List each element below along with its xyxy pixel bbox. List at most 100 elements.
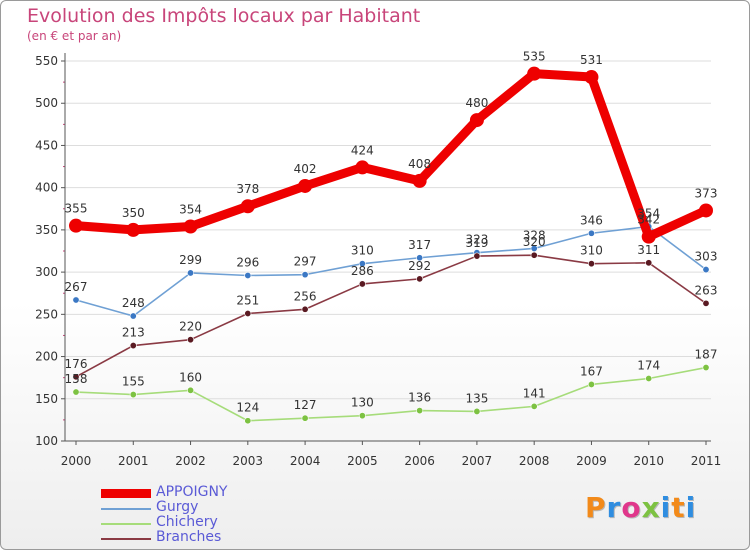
data-label: 135: [465, 391, 488, 405]
data-label: 174: [637, 359, 660, 373]
data-label: 130: [351, 396, 374, 410]
data-label: 402: [294, 162, 317, 176]
chart-subtitle: (en € et par an): [27, 29, 122, 43]
logo-letter: P: [585, 491, 607, 524]
logo-letter: x: [641, 491, 661, 524]
data-point: [358, 280, 366, 288]
proxiti-logo: Proxiti: [585, 491, 696, 524]
legend-swatch: [101, 489, 151, 498]
y-tick-label: 300: [35, 265, 58, 279]
data-label: 251: [236, 293, 259, 307]
data-point: [187, 269, 195, 277]
data-label: 176: [65, 357, 88, 371]
data-point: [298, 178, 313, 193]
data-label: 292: [408, 259, 431, 273]
data-point: [240, 199, 255, 214]
data-point: [702, 299, 710, 307]
data-label: 317: [408, 238, 431, 252]
x-tick-label: 2005: [347, 454, 378, 468]
data-point: [69, 218, 83, 233]
data-label: 320: [523, 235, 546, 249]
data-point: [412, 173, 427, 188]
data-point: [244, 417, 252, 425]
data-point: [416, 275, 424, 283]
logo-letter: i: [660, 491, 672, 524]
y-tick-label: 500: [35, 96, 58, 110]
data-label: 220: [179, 320, 202, 334]
series-line-branches: [75, 254, 707, 378]
data-label: 328: [523, 228, 546, 242]
data-label: 319: [465, 236, 488, 250]
data-point: [72, 373, 80, 381]
data-point: [584, 70, 599, 85]
data-point: [530, 251, 538, 259]
data-label: 160: [179, 370, 202, 384]
data-point: [129, 312, 137, 320]
data-label: 310: [351, 244, 374, 258]
data-point: [530, 402, 538, 410]
data-label: 311: [637, 243, 660, 257]
y-tick-label: 450: [35, 138, 58, 152]
data-label: 354: [637, 207, 660, 221]
data-label: 299: [179, 253, 202, 267]
data-point: [301, 305, 309, 313]
data-label: 213: [122, 326, 145, 340]
data-point: [587, 260, 595, 268]
data-label: 267: [65, 280, 88, 294]
data-point: [126, 222, 141, 237]
data-label: 296: [236, 255, 259, 269]
legend-swatch: [101, 538, 151, 540]
data-label: 346: [580, 213, 603, 227]
series-line-gurgy: [75, 225, 707, 317]
y-tick-label: 150: [35, 392, 58, 406]
x-tick-label: 2008: [519, 454, 550, 468]
data-label: 155: [122, 375, 145, 389]
data-label: 354: [179, 203, 202, 217]
data-point: [129, 342, 137, 350]
x-tick-label: 2004: [290, 454, 321, 468]
y-tick-label: 400: [35, 181, 58, 195]
data-point: [416, 407, 424, 415]
data-label: 310: [580, 244, 603, 258]
x-tick-label: 2000: [61, 454, 92, 468]
data-point: [702, 364, 710, 372]
data-point: [587, 380, 595, 388]
data-point: [473, 252, 481, 260]
data-point: [72, 388, 80, 396]
logo-letter: i: [685, 491, 697, 524]
data-label: 286: [351, 264, 374, 278]
x-tick-label: 2009: [576, 454, 607, 468]
data-point: [645, 259, 653, 267]
x-tick-label: 2001: [118, 454, 149, 468]
legend-label: Gurgy: [156, 499, 199, 515]
data-label: 408: [408, 157, 431, 171]
data-point: [355, 160, 370, 175]
data-label: 136: [408, 391, 431, 405]
y-tick-label: 200: [35, 350, 58, 364]
data-point: [301, 414, 309, 422]
legend-label: Branches: [156, 529, 222, 545]
y-tick-label: 100: [35, 434, 58, 448]
data-label: 323: [465, 233, 488, 247]
data-point: [244, 309, 252, 317]
data-label: 378: [236, 182, 259, 196]
data-point: [587, 229, 595, 237]
data-label: 342: [637, 213, 660, 227]
data-point: [358, 412, 366, 420]
data-label: 248: [122, 296, 145, 310]
x-tick-label: 2007: [462, 454, 493, 468]
data-label: 263: [695, 283, 718, 297]
data-point: [469, 113, 484, 128]
data-point: [645, 375, 653, 383]
chart-title: Evolution des Impôts locaux par Habitant: [27, 5, 421, 27]
data-point: [72, 296, 80, 304]
series-line-chichery: [75, 366, 707, 422]
data-point: [187, 336, 195, 344]
data-point: [641, 229, 656, 244]
y-tick-label: 350: [35, 223, 58, 237]
legend-label: Chichery: [156, 514, 218, 530]
x-tick-label: 2002: [175, 454, 206, 468]
data-point: [702, 266, 710, 274]
logo-letter: o: [621, 491, 642, 524]
data-label: 535: [523, 50, 546, 64]
